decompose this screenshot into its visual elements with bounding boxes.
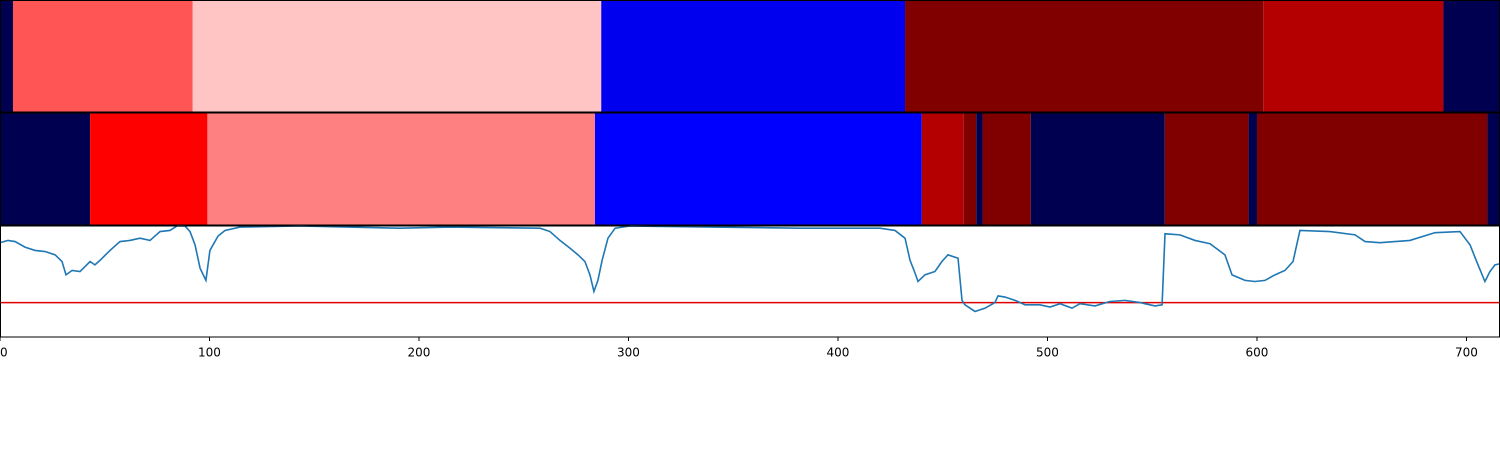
data-line: [0, 225, 1500, 313]
x-tick-label: 500: [1036, 346, 1059, 360]
segment: [1443, 0, 1500, 112]
segment: [976, 113, 983, 225]
segment: [1164, 113, 1249, 225]
segment: [0, 113, 91, 225]
segment: [0, 0, 13, 112]
x-tick-label: 200: [408, 346, 431, 360]
segment: [1248, 113, 1257, 225]
segment: [905, 0, 1264, 112]
x-tick-label: 700: [1455, 346, 1478, 360]
x-tick-label: 0: [0, 346, 8, 360]
segment: [601, 0, 906, 112]
segment: [1030, 113, 1165, 225]
segment: [982, 113, 1031, 225]
segment: [594, 113, 922, 225]
segment: [12, 0, 193, 112]
x-tick-label: 400: [827, 346, 850, 360]
segment: [207, 113, 595, 225]
segment: [192, 0, 602, 112]
segment: [1256, 113, 1488, 225]
x-tick-label: 100: [198, 346, 221, 360]
segment: [963, 113, 977, 225]
segment: [1487, 113, 1500, 225]
panel-frame: [0, 225, 1500, 338]
x-tick-label: 300: [617, 346, 640, 360]
segment: [90, 113, 208, 225]
segment: [921, 113, 964, 225]
segment: [1263, 0, 1444, 112]
x-tick-label: 600: [1246, 346, 1269, 360]
